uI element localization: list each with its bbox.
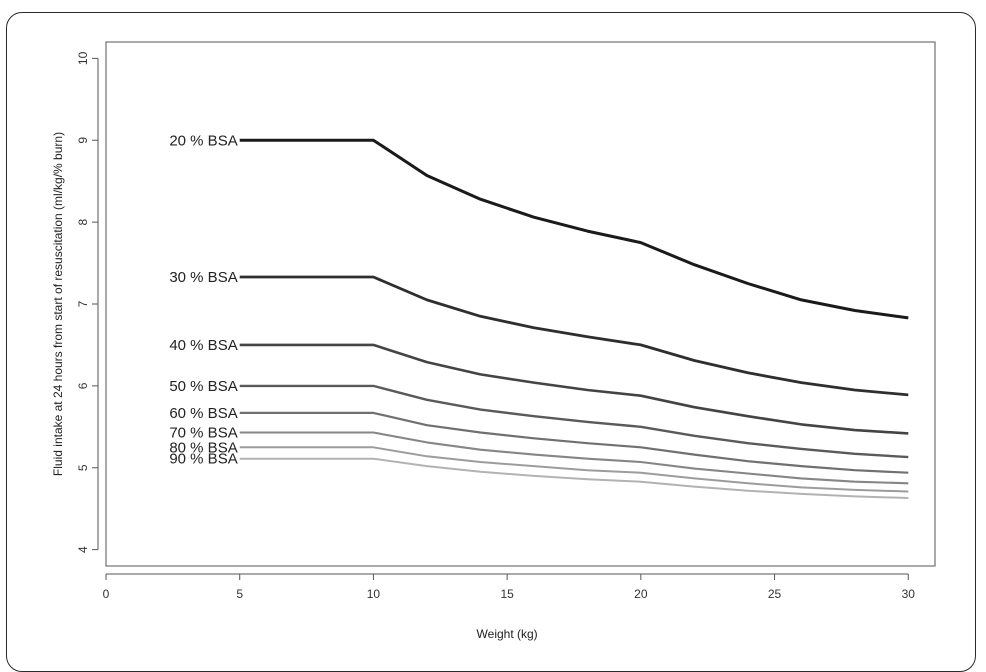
series-layer bbox=[239, 138, 909, 499]
y-tick-label: 5 bbox=[76, 464, 90, 471]
y-tick-label: 7 bbox=[76, 300, 90, 307]
series-line-8 bbox=[239, 457, 909, 499]
y-tick-label: 4 bbox=[76, 546, 90, 553]
y-tick-label: 6 bbox=[76, 382, 90, 389]
series-line-7 bbox=[239, 446, 909, 493]
series-label: 70 % BSA bbox=[169, 425, 237, 442]
series-label: 50 % BSA bbox=[169, 378, 237, 395]
series-line-6 bbox=[239, 431, 909, 485]
series-line-3 bbox=[239, 343, 909, 435]
y-tick-label: 9 bbox=[76, 137, 90, 144]
y-tick-label: 10 bbox=[76, 51, 90, 65]
y-axis: 4 5 6 7 8 9 10 bbox=[76, 51, 99, 553]
series-line-2 bbox=[239, 275, 909, 397]
series-line-4 bbox=[239, 384, 909, 459]
series-label: 40 % BSA bbox=[169, 337, 237, 354]
x-axis: 0 5 10 15 20 25 30 bbox=[103, 573, 916, 601]
x-tick-label: 30 bbox=[902, 587, 916, 601]
chart: 0 5 10 15 20 25 30 4 5 6 7 8 9 10 20 % BSA 30 % BSA 40… bbox=[51, 41, 936, 641]
y-axis-label: Fluid intake at 24 hours from start of r… bbox=[51, 132, 65, 476]
y-tick-label: 8 bbox=[76, 218, 90, 225]
x-tick-label: 0 bbox=[103, 587, 110, 601]
x-tick-label: 15 bbox=[500, 587, 514, 601]
x-tick-label: 20 bbox=[634, 587, 648, 601]
x-tick-label: 10 bbox=[367, 587, 381, 601]
series-line-5 bbox=[239, 411, 909, 474]
x-tick-label: 25 bbox=[768, 587, 782, 601]
series-label: 60 % BSA bbox=[169, 405, 237, 422]
series-label: 80 % BSA bbox=[169, 439, 237, 456]
series-labels: 20 % BSA 30 % BSA 40 % BSA 50 % BSA 60 % BSA… bbox=[169, 132, 237, 467]
plot-area bbox=[105, 41, 936, 567]
series-label: 30 % BSA bbox=[169, 269, 237, 286]
series-label: 90 % BSA bbox=[169, 451, 237, 468]
figure-frame bbox=[6, 12, 976, 672]
x-axis-label: Weight (kg) bbox=[477, 627, 538, 641]
series-label: 20 % BSA bbox=[169, 132, 237, 149]
series-line-1 bbox=[239, 138, 909, 320]
x-tick-label: 5 bbox=[236, 587, 243, 601]
